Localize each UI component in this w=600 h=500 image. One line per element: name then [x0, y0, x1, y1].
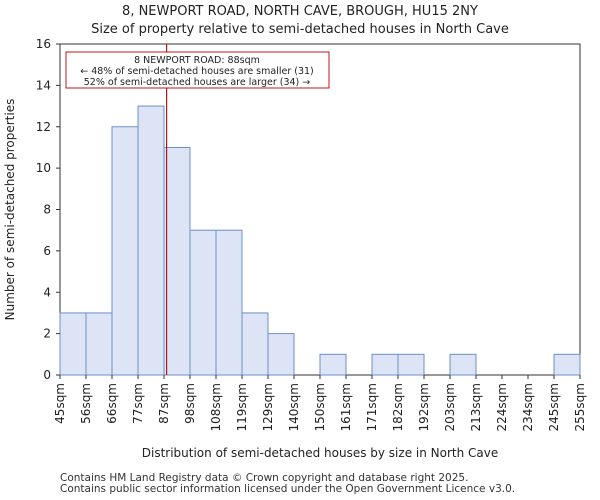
y-tick-label: 16 [36, 37, 51, 51]
footer-copyright: Contains HM Land Registry data © Crown c… [60, 472, 469, 484]
x-tick-label: 56sqm [79, 383, 93, 424]
y-tick-label: 0 [43, 368, 51, 382]
x-axis-label: Distribution of semi-detached houses by … [142, 446, 498, 460]
x-tick-label: 245sqm [547, 383, 561, 431]
x-tick-label: 255sqm [573, 383, 587, 431]
histogram-bar [267, 333, 295, 376]
histogram-bar [85, 312, 113, 376]
x-tick-label: 161sqm [339, 383, 353, 431]
annotation-smaller: ← 48% of semi-detached houses are smalle… [80, 66, 314, 77]
annotation-larger: 52% of semi-detached houses are larger (… [84, 77, 311, 88]
x-tick-label: 182sqm [391, 383, 405, 431]
x-tick-label: 119sqm [235, 383, 249, 431]
y-tick-label: 14 [36, 78, 51, 92]
x-tick-label: 224sqm [495, 383, 509, 431]
y-tick-label: 6 [43, 244, 51, 258]
annotation-box [65, 51, 330, 89]
x-tick-label: 192sqm [417, 383, 431, 431]
histogram-bar [449, 353, 477, 376]
x-tick-label: 108sqm [209, 383, 223, 431]
annotation-title: 8 NEWPORT ROAD: 88sqm [134, 55, 260, 66]
histogram-bar [59, 312, 87, 376]
histogram-bar [371, 353, 399, 376]
y-tick-label: 8 [43, 203, 51, 217]
x-tick-label: 203sqm [443, 383, 457, 431]
address-title: 8, NEWPORT ROAD, NORTH CAVE, BROUGH, HU1… [122, 4, 478, 19]
footer-licence: Contains public sector information licen… [60, 483, 516, 495]
histogram-bar [137, 105, 165, 376]
histogram-bar [397, 353, 425, 376]
y-tick-label: 2 [43, 327, 51, 341]
histogram-bar [163, 146, 191, 376]
x-tick-label: 150sqm [313, 383, 327, 431]
histogram-bar [189, 229, 217, 376]
x-tick-label: 77sqm [131, 383, 145, 424]
y-tick-label: 10 [36, 161, 51, 175]
x-tick-label: 66sqm [105, 383, 119, 424]
histogram-bar [319, 353, 347, 376]
x-tick-label: 140sqm [287, 383, 301, 431]
y-axis-label: Number of semi-detached properties [3, 99, 17, 321]
y-tick-label: 4 [43, 285, 51, 299]
x-tick-label: 87sqm [157, 383, 171, 424]
x-tick-label: 129sqm [261, 383, 275, 431]
y-tick-label: 12 [36, 120, 51, 134]
histogram-bar [241, 312, 269, 376]
x-tick-label: 234sqm [521, 383, 535, 431]
x-tick-label: 45sqm [53, 383, 67, 424]
histogram-bar [111, 126, 139, 376]
chart-title: Size of property relative to semi-detach… [91, 22, 509, 37]
histogram-bar [553, 353, 581, 376]
x-tick-label: 98sqm [183, 383, 197, 424]
x-tick-label: 213sqm [469, 383, 483, 431]
x-tick-label: 171sqm [365, 383, 379, 431]
histogram-bar [215, 229, 243, 376]
